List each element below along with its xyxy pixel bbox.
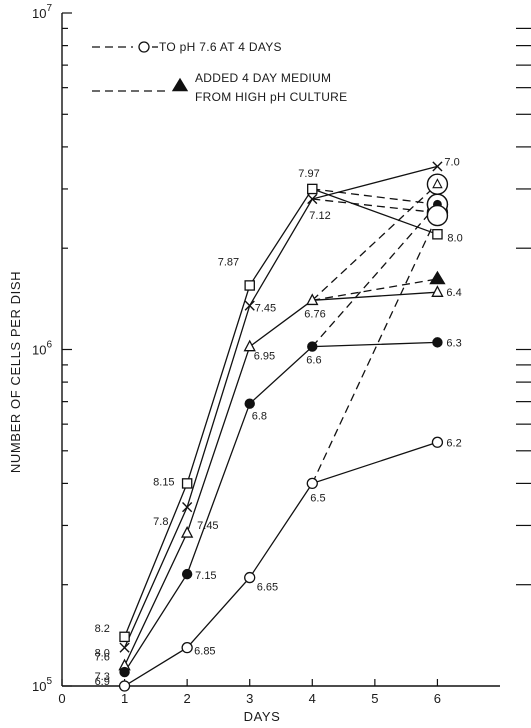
data-label: 7.8 bbox=[153, 516, 168, 528]
data-label: 6.65 bbox=[257, 582, 278, 594]
triangle-marker bbox=[431, 285, 444, 297]
filled-circle-marker bbox=[244, 398, 255, 409]
triangle-marker bbox=[180, 525, 194, 538]
x-marker-stroke bbox=[432, 161, 443, 172]
triangle-marker bbox=[306, 293, 319, 306]
data-label: 7.0 bbox=[444, 156, 459, 168]
data-label: 7.45 bbox=[255, 303, 276, 315]
data-label: 7.45 bbox=[197, 520, 218, 532]
filled-circle-marker bbox=[119, 666, 130, 678]
x-tick-label: 6 bbox=[434, 691, 441, 706]
data-label: 7.3 bbox=[95, 671, 110, 683]
square-marker bbox=[432, 229, 443, 240]
x-axis-title: DAYS bbox=[244, 709, 281, 724]
x-marker bbox=[432, 161, 443, 172]
y-axis-title: NUMBER OF CELLS PER DISH bbox=[8, 271, 23, 473]
x-marker-stroke bbox=[119, 642, 130, 653]
open-circle-marker bbox=[244, 571, 256, 584]
triangle-marker bbox=[243, 339, 256, 352]
data-label: 6.6 bbox=[306, 355, 321, 367]
y-tick-label: 106 bbox=[32, 340, 52, 358]
dashed-branch-open-circle bbox=[311, 215, 439, 484]
data-label: 8.0 bbox=[95, 648, 110, 660]
series-line-filled-circle bbox=[124, 341, 438, 673]
open-circle-marker bbox=[306, 477, 318, 490]
y-tick-exponent: 5 bbox=[46, 676, 52, 687]
filled-triangle-marker bbox=[171, 77, 189, 92]
square-marker bbox=[244, 280, 255, 291]
series-line-square bbox=[123, 188, 438, 638]
open-circle-marker bbox=[138, 41, 150, 53]
data-label: 8.15 bbox=[153, 476, 174, 488]
legend: TO pH 7.6 AT 4 DAYS ADDED 4 DAY MEDIUM FRO… bbox=[92, 40, 347, 104]
filled-circle-marker bbox=[181, 568, 193, 580]
data-label: 6.4 bbox=[446, 287, 461, 299]
y-tick-label: 107 bbox=[32, 3, 52, 21]
x-tick-label: 2 bbox=[184, 691, 191, 706]
data-label: 6.5 bbox=[310, 492, 325, 504]
data-label: 6.3 bbox=[446, 337, 461, 349]
y-tick-label: 105 bbox=[32, 676, 52, 694]
filled-triangle-marker bbox=[429, 270, 446, 285]
x-marker-stroke bbox=[244, 300, 255, 311]
x-tick-label: 0 bbox=[58, 691, 65, 706]
data-label: 6.76 bbox=[304, 308, 325, 320]
axes: 105 106 107 0 1 2 3 4 5 6 bbox=[32, 3, 531, 706]
data-label: 7.15 bbox=[195, 570, 216, 582]
data-labels: 8.28.07.67.36.98.157.8 7.457.156.857.877.… bbox=[95, 156, 463, 688]
x-tick-label: 1 bbox=[121, 691, 128, 706]
data-label: 6.9 bbox=[95, 676, 110, 688]
legend-label-ph76: TO pH 7.6 AT 4 DAYS bbox=[159, 40, 282, 54]
data-label: 6.2 bbox=[446, 437, 461, 449]
data-label: 7.97 bbox=[298, 168, 319, 180]
x-tick-label: 3 bbox=[246, 691, 253, 706]
filled-circle-marker bbox=[307, 341, 318, 352]
data-label: 8.0 bbox=[447, 232, 462, 244]
dashdot-branch bbox=[312, 278, 438, 301]
ring-marker bbox=[426, 204, 449, 227]
data-label: 7.87 bbox=[218, 256, 239, 268]
x-marker bbox=[182, 502, 193, 513]
open-circle-marker bbox=[118, 680, 131, 692]
legend-label-added-medium: ADDED 4 DAY MEDIUM bbox=[195, 71, 331, 85]
data-label: 7.6 bbox=[95, 652, 110, 664]
x-marker-stroke bbox=[307, 193, 318, 205]
square-marker bbox=[307, 183, 318, 195]
data-label: 8.2 bbox=[95, 623, 110, 635]
dashed-branch-square bbox=[312, 188, 438, 205]
series-markers bbox=[118, 161, 449, 692]
data-label: 6.85 bbox=[194, 646, 215, 658]
data-label: 6.95 bbox=[254, 351, 275, 363]
x-tick-label: 4 bbox=[309, 691, 316, 706]
legend-label-high-ph: FROM HIGH pH CULTURE bbox=[195, 90, 347, 104]
filled-circle-marker bbox=[432, 337, 443, 348]
dashed-branch-triangle bbox=[311, 183, 438, 301]
y-tick-exponent: 7 bbox=[46, 3, 52, 14]
x-marker bbox=[307, 193, 318, 205]
x-marker bbox=[119, 642, 130, 653]
x-marker-stroke bbox=[182, 502, 193, 513]
open-circle-marker bbox=[181, 642, 193, 654]
open-circle-marker bbox=[431, 436, 444, 448]
dashed-branch-filled-circle bbox=[311, 203, 438, 348]
x-marker bbox=[244, 300, 255, 311]
triangle-marker bbox=[432, 178, 443, 189]
y-tick-exponent: 6 bbox=[46, 340, 52, 351]
series-lines bbox=[123, 165, 439, 687]
data-label: 6.8 bbox=[252, 411, 267, 423]
x-tick-label: 5 bbox=[371, 691, 378, 706]
ringed-marker bbox=[432, 178, 443, 189]
dashed-branch-x bbox=[312, 198, 438, 214]
square-marker bbox=[181, 478, 193, 489]
square-marker bbox=[119, 631, 130, 643]
data-label: 7.12 bbox=[309, 210, 330, 222]
series-line-x bbox=[124, 165, 438, 648]
